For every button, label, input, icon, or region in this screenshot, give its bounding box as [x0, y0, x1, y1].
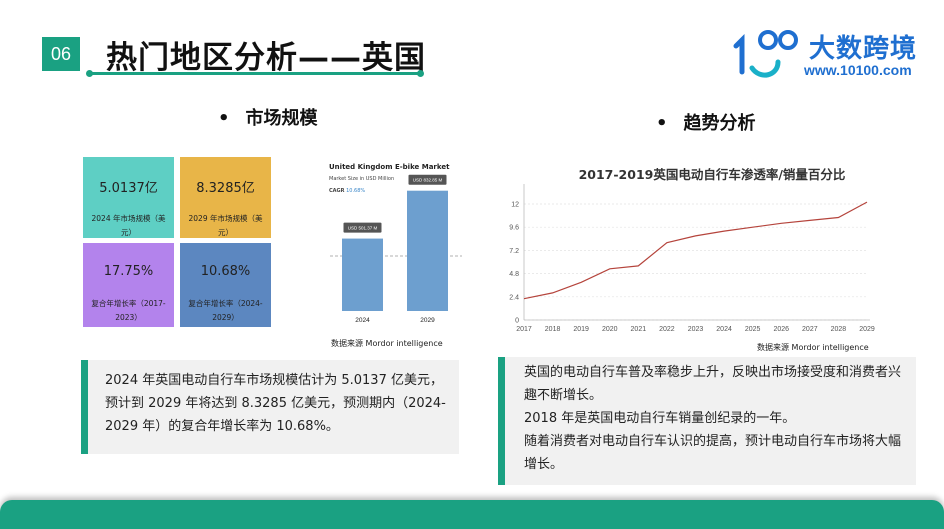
market-size-heading: • 市场规模	[218, 104, 318, 130]
x-tick-label: 2020	[602, 326, 618, 333]
x-tick-label: 2025	[745, 326, 761, 333]
bar-data-label: USD 832.85 M	[413, 178, 443, 183]
trend-summary-box: 英国的电动自行车普及率稳步上升，反映出市场接受度和消费者兴趣不断增长。 2018…	[498, 357, 916, 485]
bullet: •	[656, 113, 668, 134]
stat-value: 10.68%	[200, 264, 251, 279]
logo-mark-icon	[733, 30, 798, 78]
bar-chart-source: 数据来源 Mordor intelligence	[331, 339, 443, 348]
market-size-summary-box: 2024 年英国电动自行车市场规模估计为 5.0137 亿美元，预计到 2029…	[81, 360, 459, 454]
stat-card-2024-size: 5.0137亿 2024 年市场规模（美元）	[83, 157, 174, 238]
footer-bar	[0, 500, 944, 529]
bar	[407, 190, 448, 311]
stat-value: 17.75%	[103, 264, 154, 279]
stat-label: 2029 年市场规模（美元）	[188, 214, 263, 237]
stat-value: 8.3285亿	[196, 181, 255, 196]
ebike-market-bar-chart: United Kingdom E-bike Market Market Size…	[320, 157, 470, 352]
bar-data-label-bg	[408, 174, 447, 185]
trend-paragraph: 随着消费者对电动自行车认识的提高，预计电动自行车市场将大幅增长。	[524, 434, 902, 472]
stat-label: 复合年增长率（2024-2029）	[188, 299, 263, 322]
y-tick-label: 2.4	[509, 294, 519, 301]
y-tick-label: 0	[515, 318, 519, 325]
stat-card-cagr-2017-2023: 17.75% 复合年增长率（2017-2023）	[83, 243, 174, 327]
stat-card-cagr-2024-2029: 10.68% 复合年增长率（2024-2029）	[180, 243, 271, 327]
cagr-value: 10.68%	[346, 188, 366, 194]
x-tick-label: 2021	[631, 326, 647, 333]
cagr-label: CAGR	[329, 188, 345, 194]
bar-category-label: 2024	[355, 317, 370, 324]
trend-paragraph: 英国的电动自行车普及率稳步上升，反映出市场接受度和消费者兴趣不断增长。	[524, 365, 902, 403]
y-tick-label: 7.2	[509, 248, 519, 255]
x-tick-label: 2017	[516, 326, 532, 333]
stat-value: 5.0137亿	[99, 181, 158, 196]
y-tick-label: 12	[511, 202, 519, 209]
y-tick-label: 4.8	[509, 271, 519, 278]
slide-title: 热门地区分析——英国	[106, 40, 426, 76]
bar-chart-plot: USD 501.37 M 2024 USD 832.85 M 2029	[330, 174, 462, 324]
bar-data-label: USD 501.37 M	[348, 226, 378, 231]
x-tick-label: 2023	[688, 326, 704, 333]
brand-logo: 大数跨境 www.10100.com	[732, 28, 922, 80]
line-chart-plot: 2017-2019英国电动自行车渗透率/销量百分比 0 2.4 4.8 7.2 9.6 12…	[509, 167, 875, 352]
line-chart-source: 数据来源 Mordor intelligence	[757, 342, 869, 352]
bar-chart-subtitle: Market Size in USD Million	[329, 176, 395, 182]
bar-chart-cagr: CAGR 10.68%	[329, 188, 365, 194]
y-tick-label: 9.6	[509, 225, 519, 232]
market-size-heading-text: 市场规模	[245, 108, 318, 129]
bar-chart-title: United Kingdom E-bike Market	[329, 163, 450, 171]
logo-url: www.10100.com	[804, 62, 912, 78]
bar-data-label-bg	[343, 222, 382, 233]
x-tick-label: 2022	[659, 326, 675, 333]
section-number-badge: 06	[42, 37, 80, 71]
x-tick-label: 2026	[773, 326, 789, 333]
bar	[342, 238, 383, 311]
trend-heading: • 趋势分析	[656, 109, 756, 135]
series-line	[523, 201, 868, 300]
trend-heading-text: 趋势分析	[683, 113, 756, 134]
logo-text: 大数跨境	[809, 34, 918, 64]
market-size-summary: 2024 年英国电动自行车市场规模估计为 5.0137 亿美元，预计到 2029…	[105, 373, 446, 434]
penetration-line-chart: 2017-2019英国电动自行车渗透率/销量百分比 0 2.4 4.8 7.2 9.6 12…	[500, 160, 890, 355]
x-tick-label: 2018	[545, 326, 561, 333]
x-tick-label: 2028	[831, 326, 847, 333]
x-tick-label: 2027	[802, 326, 818, 333]
bullet: •	[218, 108, 230, 129]
title-underline	[86, 70, 424, 77]
stat-card-2029-size: 8.3285亿 2029 年市场规模（美元）	[180, 157, 271, 238]
trend-paragraph: 2018 年是英国电动自行车销量创纪录的一年。	[524, 411, 796, 426]
stat-label: 复合年增长率（2017-2023）	[91, 299, 166, 322]
line-chart-title: 2017-2019英国电动自行车渗透率/销量百分比	[579, 167, 846, 182]
x-tick-label: 2024	[716, 326, 732, 333]
x-tick-label: 2019	[573, 326, 589, 333]
x-tick-label: 2029	[859, 326, 875, 333]
bar-category-label: 2029	[420, 317, 435, 324]
stat-label: 2024 年市场规模（美元）	[91, 214, 166, 237]
